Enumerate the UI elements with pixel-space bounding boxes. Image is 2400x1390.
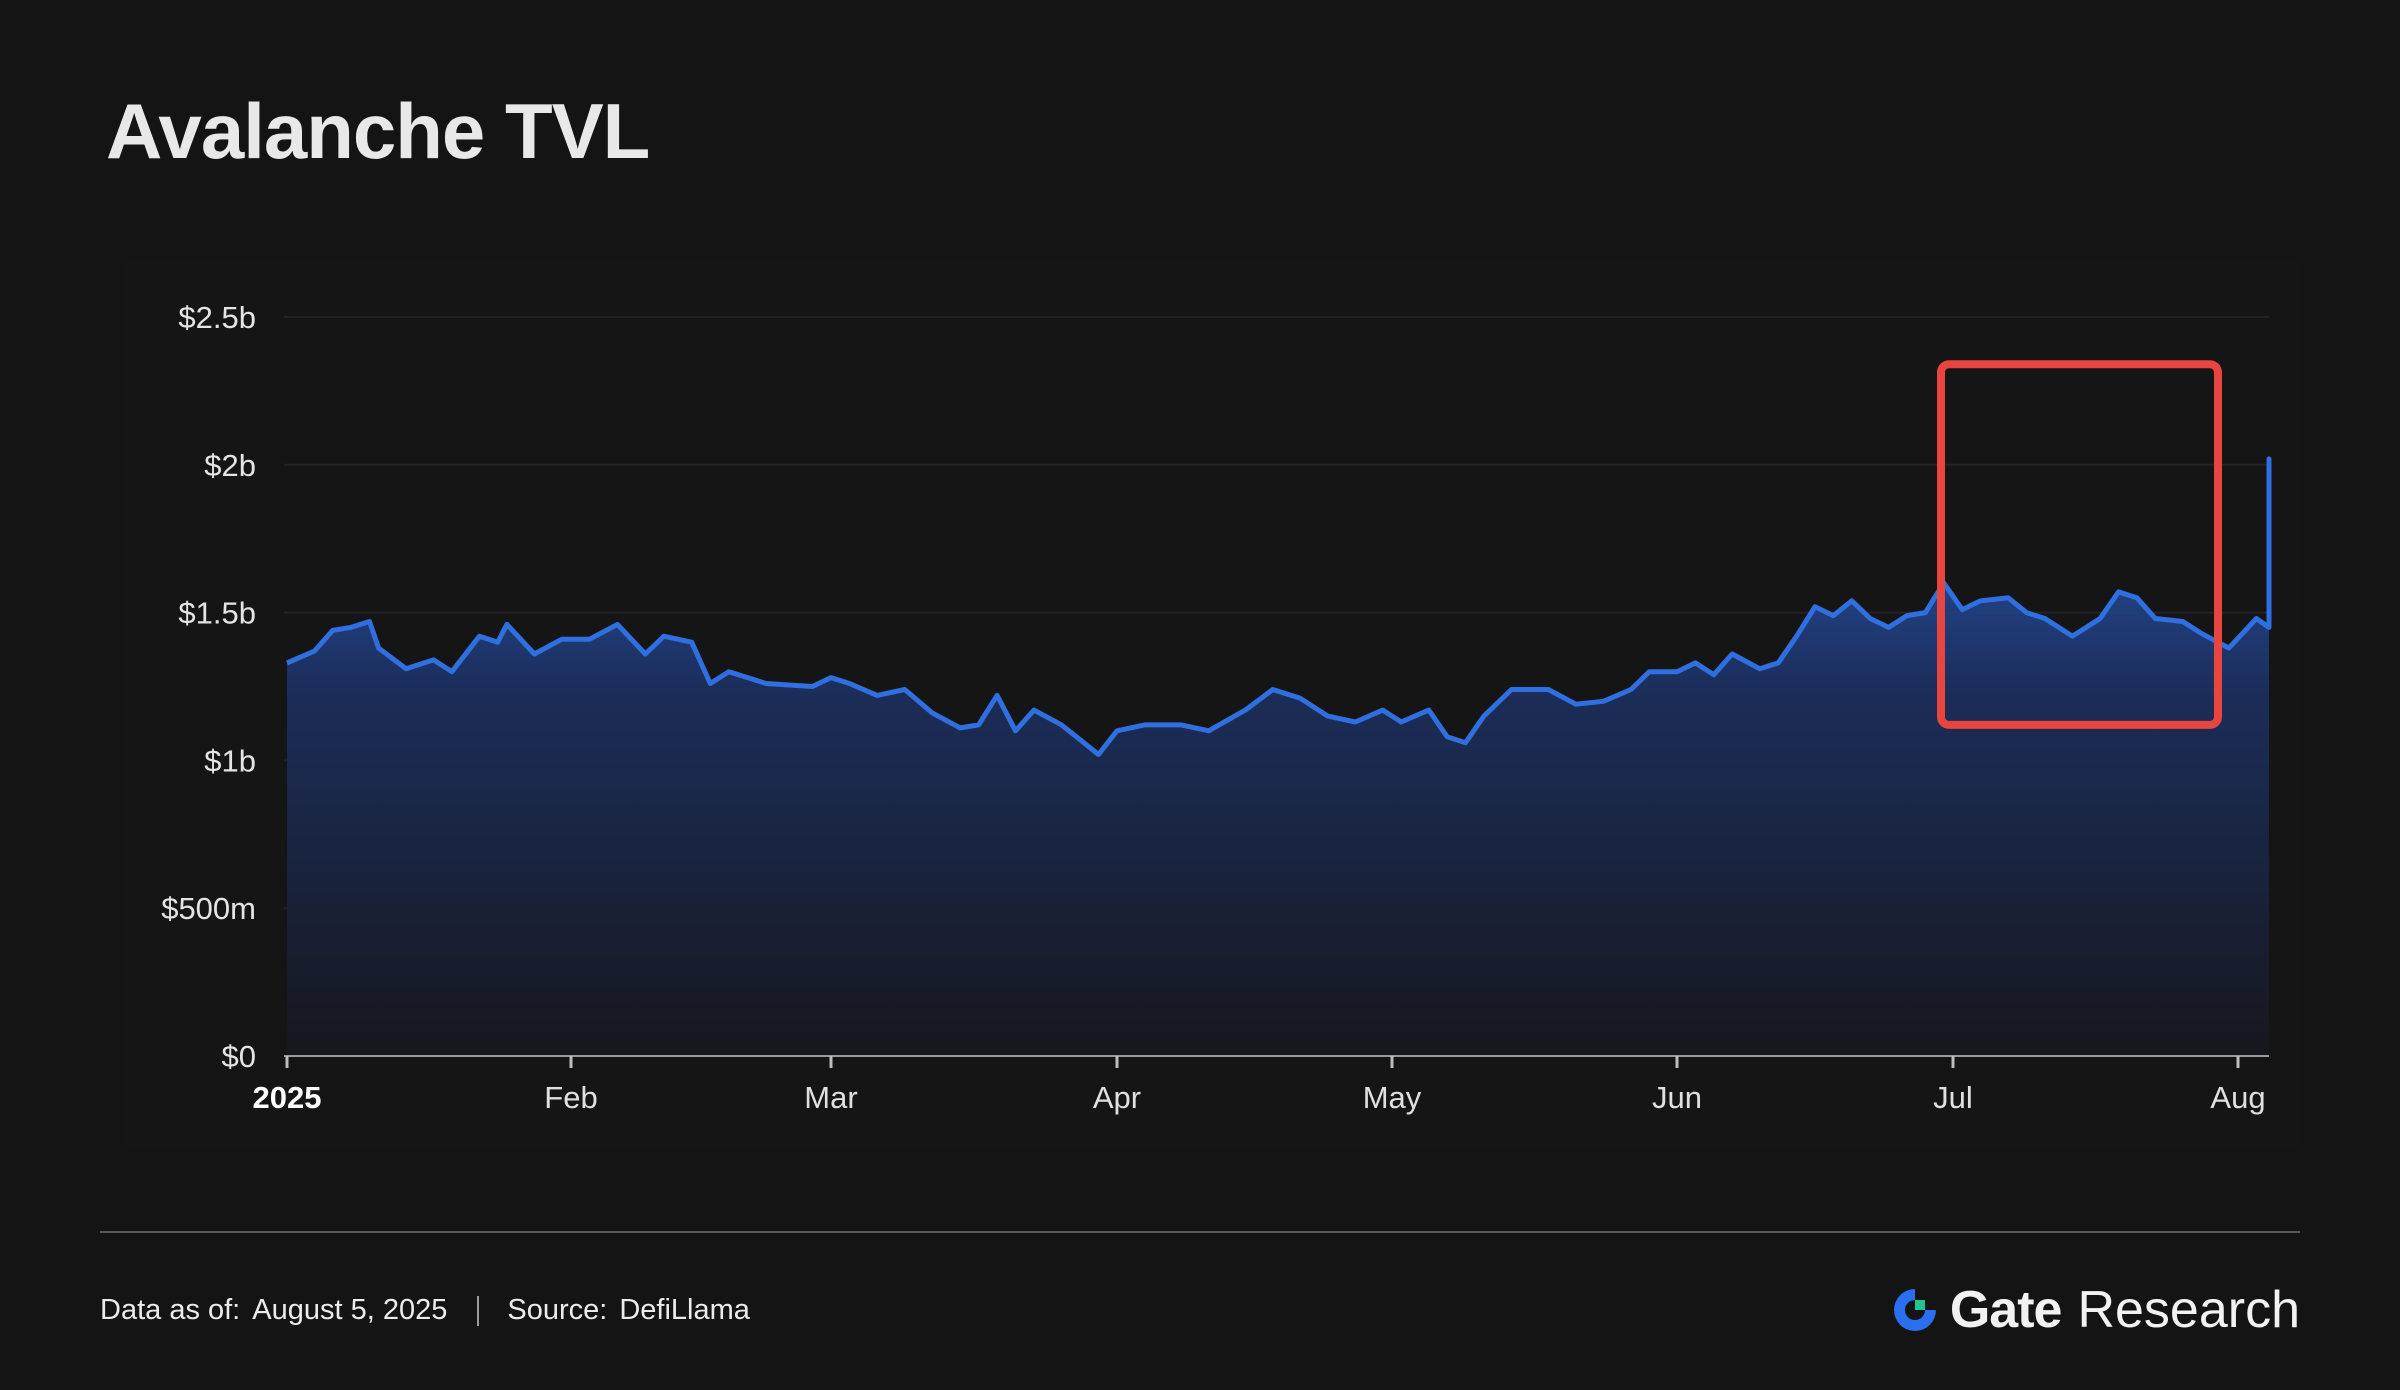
x-tick-label: Jun [1652,1080,1702,1115]
brand-sub: Research [2077,1281,2300,1339]
data-as-of-label: Data as of: [100,1294,241,1326]
tvl-area-fill [287,458,2269,1056]
x-tick-label: Aug [2210,1080,2265,1115]
tvl-area-chart: $0 $500m $1b $1.5b $2b $2.5b 2025 Feb Mar Apr May J… [161,300,2272,1115]
y-tick-label: $2b [204,448,256,483]
data-as-of-value: August 5, 2025 [252,1294,448,1326]
y-tick-label: $0 [222,1039,256,1074]
y-tick-label: $2.5b [178,300,256,335]
gate-logo-icon [1893,1289,1936,1331]
footer-separator [477,1295,480,1326]
x-tick-label: Feb [544,1080,597,1115]
page-title: Avalanche TVL [106,87,650,175]
y-tick-label: $500m [161,891,256,926]
y-tick-label: $1.5b [178,596,256,631]
brand-mark: Gate Research [1890,1280,2300,1340]
x-tick-label: Apr [1093,1080,1141,1115]
highlight-box [1937,360,2222,729]
x-tick-label: Mar [804,1080,857,1115]
x-tick-label: Jul [1933,1080,1973,1115]
brand-name: Gate [1949,1281,2063,1339]
y-tick-label: $1b [204,743,256,778]
source-label: Source: [507,1294,608,1326]
source-value: DefiLlama [619,1294,750,1326]
footer-divider [100,1231,2300,1233]
tvl-series-line [286,456,2272,757]
x-tick-label: 2025 [253,1080,322,1115]
chart-panel: $0 $500m $1b $1.5b $2b $2.5b 2025 Feb Mar Apr May J… [124,262,2300,1150]
footer-info: Data as of: August 5, 2025 Source: DefiL… [100,1294,750,1327]
x-tick-label: May [1363,1080,1422,1115]
